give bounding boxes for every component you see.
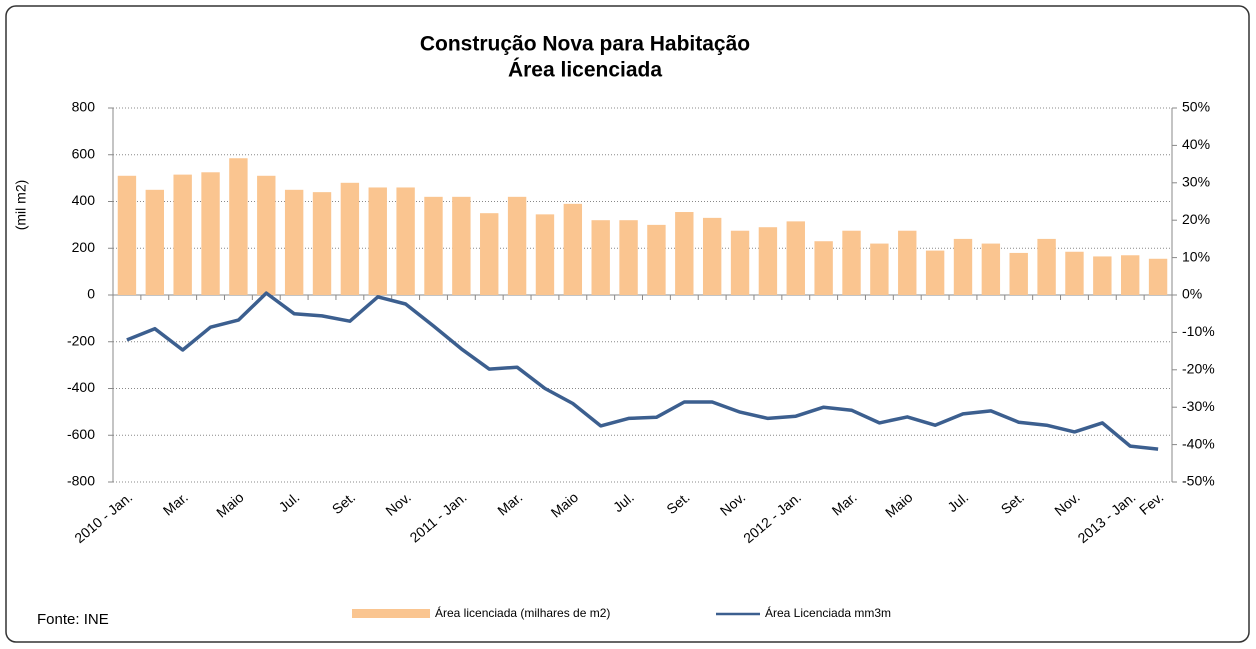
bar (396, 187, 415, 295)
bar (229, 158, 248, 295)
y2-tick-label: -20% (1182, 361, 1215, 377)
bar (284, 189, 304, 295)
bar (1037, 238, 1056, 295)
chart-title: Construção Nova para Habitação (420, 33, 750, 56)
y-tick-label: 400 (72, 192, 96, 208)
bar (702, 217, 722, 295)
bar (1065, 251, 1084, 295)
bar (842, 230, 861, 295)
y2-tick-label: -10% (1182, 323, 1215, 339)
bar (201, 172, 220, 295)
bar (730, 230, 750, 295)
bar (340, 182, 360, 295)
y2-tick-label: 0% (1182, 286, 1202, 302)
chart-frame (5, 5, 1250, 643)
y2-tick-label: -30% (1182, 398, 1215, 414)
y-axis-label: (mil m2) (13, 180, 29, 231)
bar (591, 220, 610, 295)
y2-tick-label: 30% (1182, 174, 1210, 190)
y-tick-label: 600 (72, 145, 96, 161)
y-tick-label: -800 (67, 473, 95, 489)
bar (368, 187, 387, 295)
bar (145, 189, 164, 295)
bar (563, 203, 583, 295)
y2-tick-label: 10% (1182, 248, 1210, 264)
bar (647, 224, 666, 295)
y2-tick-label: -50% (1182, 473, 1215, 489)
y2-tick-label: 40% (1182, 136, 1210, 152)
bar (758, 227, 778, 295)
legend-swatch (352, 609, 430, 618)
bar (424, 196, 443, 295)
bar (898, 230, 917, 295)
y2-tick-label: 50% (1182, 99, 1210, 115)
y-tick-label: 0 (87, 286, 95, 302)
bar (981, 243, 1001, 295)
y-tick-label: -600 (67, 426, 95, 442)
y2-tick-label: -40% (1182, 435, 1215, 451)
line (126, 291, 1159, 451)
legend-label: Área Licenciada mm3m (765, 605, 891, 620)
y-tick-label: 800 (72, 99, 96, 115)
bar (117, 175, 137, 295)
y2-tick-label: 20% (1182, 211, 1210, 227)
bar (480, 213, 499, 295)
bar (452, 196, 471, 295)
bar (257, 175, 276, 295)
legend-label: Área licenciada (milhares de m2) (435, 605, 610, 620)
y-tick-label: -400 (67, 379, 95, 395)
bar (1009, 252, 1028, 295)
bar (1148, 258, 1168, 295)
bar (870, 243, 889, 295)
y-tick-label: -200 (67, 332, 95, 348)
chart-subtitle: Área licenciada (508, 59, 662, 82)
bar (312, 192, 332, 295)
bar (507, 196, 527, 295)
source-note: Fonte: INE (37, 611, 109, 628)
bar (173, 174, 192, 295)
bar (619, 220, 638, 295)
bar (925, 250, 945, 295)
bar (814, 241, 833, 295)
y-tick-label: 200 (72, 239, 96, 255)
bar (953, 238, 973, 295)
bar (1093, 256, 1112, 295)
bar (535, 214, 555, 295)
bar (786, 221, 805, 295)
bar (675, 212, 694, 295)
bar (1121, 255, 1140, 295)
